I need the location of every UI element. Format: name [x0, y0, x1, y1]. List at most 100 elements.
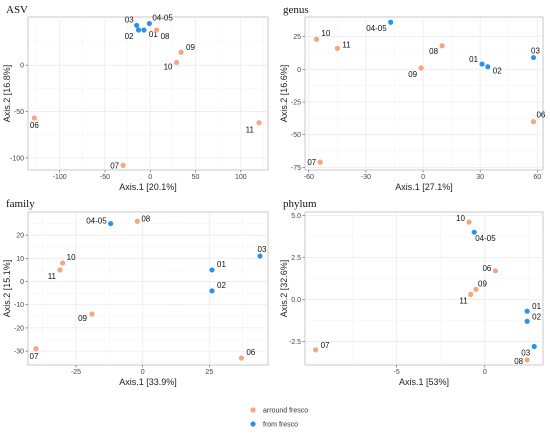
point-label-08: 08 [429, 47, 438, 56]
point-03 [530, 54, 537, 61]
point-04-05 [471, 229, 477, 235]
point-label-06: 06 [30, 121, 39, 130]
point-09 [418, 65, 424, 71]
x-tick-label: -100 [53, 174, 67, 181]
point-label-07: 07 [30, 352, 39, 361]
x-tick-label: 25 [205, 369, 213, 376]
point-02 [485, 64, 491, 70]
point-11 [468, 291, 474, 297]
y-tick-label: 0 [20, 63, 24, 70]
point-label-09: 09 [78, 314, 87, 323]
point-label-01: 01 [532, 302, 541, 311]
point-label-10: 10 [67, 253, 76, 262]
point-label-10: 10 [164, 62, 173, 71]
x-tick-label: 60 [533, 174, 541, 181]
x-tick-label: 0 [148, 174, 152, 181]
point-07 [33, 346, 39, 352]
point-03 [134, 22, 140, 28]
point-label-01: 01 [217, 260, 226, 269]
point-label-03: 03 [125, 15, 134, 24]
x-tick-label: -30 [361, 174, 371, 181]
y-tick-label: -50 [14, 109, 24, 116]
point-08 [524, 357, 530, 363]
y-tick-label: -30 [14, 349, 24, 356]
point-08 [134, 218, 140, 224]
y-tick-label: -2.5 [289, 339, 301, 346]
point-label-08: 08 [161, 32, 170, 41]
point-label-11: 11 [342, 40, 351, 49]
point-01 [479, 61, 485, 67]
y-tick-label: 0.0 [291, 297, 301, 304]
panel-title: phylum [283, 198, 317, 210]
point-label-06: 06 [246, 348, 255, 357]
y-axis-label: Axis.2 [16.8%] [2, 65, 12, 123]
x-tick-label: -25 [71, 369, 81, 376]
point-11 [334, 45, 340, 51]
panel-phylum: phylum -5 0 -2.5 0.0 2.5 5.0 Axis.1 [53%] Axis.2… [279, 198, 544, 387]
x-axis-label: Axis.1 [53%] [399, 377, 449, 387]
x-tick-label: 30 [476, 174, 484, 181]
point-06 [530, 119, 537, 125]
legend-label-arround: arround fresco [263, 408, 308, 415]
point-04-05 [146, 20, 152, 27]
y-tick-label: -75 [291, 165, 301, 172]
point-label-02: 02 [217, 281, 226, 290]
y-tick-label: 2.5 [291, 255, 301, 262]
y-tick-label: 0 [20, 279, 24, 286]
x-tick-label: 0 [421, 174, 425, 181]
point-label-03: 03 [531, 47, 540, 56]
point-07 [120, 162, 126, 168]
point-label-11: 11 [48, 272, 57, 281]
panel-title: ASV [6, 4, 28, 16]
point-label-02: 02 [493, 67, 502, 76]
point-label-04-05: 04-05 [152, 13, 173, 22]
point-11 [256, 120, 262, 126]
x-tick-label: 50 [192, 174, 200, 181]
point-label-08: 08 [514, 357, 523, 366]
point-label-07: 07 [321, 341, 330, 350]
point-07 [312, 347, 319, 353]
point-09 [473, 286, 479, 292]
point-06 [238, 355, 244, 361]
point-10 [466, 219, 472, 225]
y-tick-label: 25 [293, 34, 301, 41]
point-label-10: 10 [321, 29, 330, 38]
panel-title: family [6, 198, 35, 210]
point-11 [57, 267, 63, 273]
y-tick-label: 5.0 [291, 213, 301, 220]
point-label-07: 07 [307, 158, 316, 167]
point-label-04-05: 04-05 [86, 217, 107, 226]
point-label-04-05: 04-05 [475, 234, 496, 243]
point-label-01: 01 [469, 55, 478, 64]
point-04-05 [108, 220, 114, 227]
x-tick-label: 0 [141, 369, 145, 376]
point-08 [439, 43, 445, 49]
point-label-04-05: 04-05 [366, 24, 387, 33]
point-06 [492, 268, 498, 274]
point-04-05 [388, 19, 394, 25]
legend-label-from: from fresco [263, 422, 298, 429]
point-07 [317, 159, 323, 165]
y-axis-label: Axis.2 [32.6%] [279, 260, 289, 318]
point-label-09: 09 [408, 70, 417, 79]
y-tick-label: 10 [16, 256, 24, 263]
y-tick-label: -25 [291, 100, 301, 107]
point-label-06: 06 [482, 264, 491, 273]
point-01 [209, 267, 215, 273]
point-label-09: 09 [478, 279, 487, 288]
legend-swatch-arround [250, 407, 256, 413]
point-02 [524, 318, 530, 324]
point-10 [60, 260, 66, 266]
legend-swatch-from [250, 421, 256, 427]
point-02 [135, 27, 142, 33]
point-08 [154, 27, 160, 33]
y-tick-label: 20 [16, 233, 24, 240]
point-06 [31, 115, 37, 121]
point-label-02: 02 [125, 32, 134, 41]
x-tick-label: -60 [304, 174, 314, 181]
point-label-07: 07 [110, 161, 119, 170]
y-tick-label: -100 [10, 155, 24, 162]
